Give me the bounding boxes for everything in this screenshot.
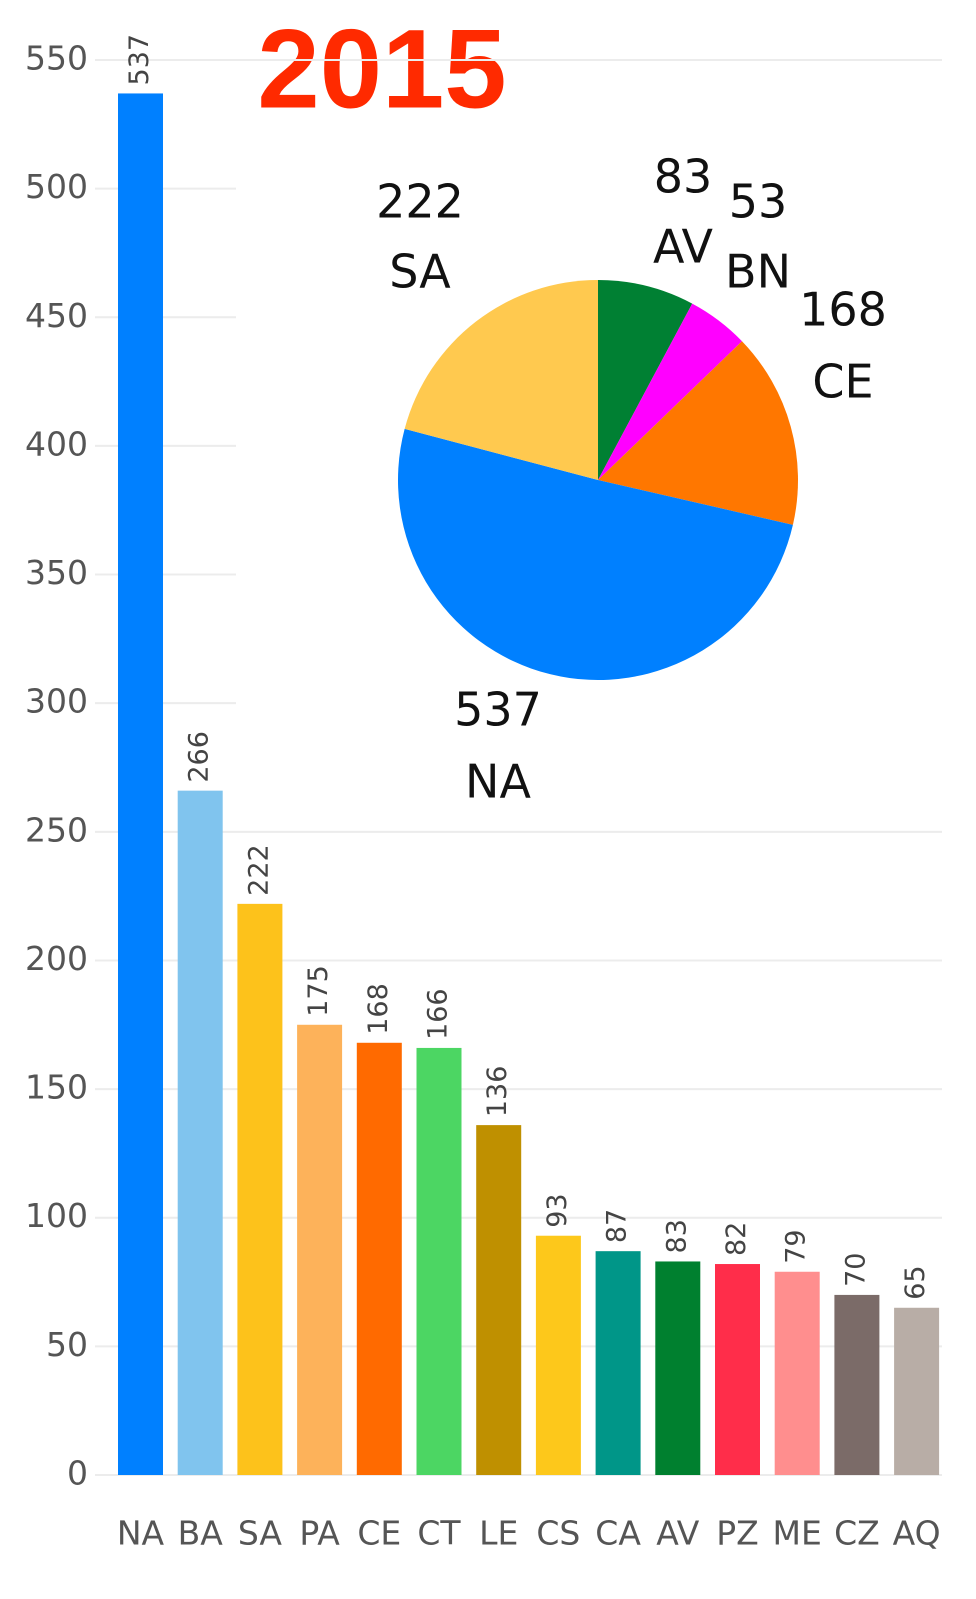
x-tick-label: SA: [238, 1514, 283, 1553]
bar: [118, 93, 163, 1476]
bar-value-label: 136: [482, 1066, 513, 1118]
pie-value-label: 222: [376, 175, 464, 229]
bar: [177, 790, 223, 1475]
bar-value-label: 175: [303, 965, 334, 1017]
bar: [476, 1125, 522, 1475]
y-tick-label: 150: [25, 1068, 88, 1107]
y-tick-label: 0: [67, 1454, 88, 1493]
bar-value-label: 537: [124, 34, 155, 86]
bar-value-label: 93: [542, 1193, 573, 1227]
chart-title: 2015: [257, 7, 506, 132]
bar: [834, 1294, 880, 1475]
pie-slice: [598, 341, 798, 525]
pie-value-label: 168: [799, 283, 887, 337]
bar-value-label: 222: [243, 844, 274, 896]
x-tick-label: CS: [536, 1514, 580, 1553]
bar-value-label: 166: [423, 988, 454, 1040]
x-tick-label: CT: [417, 1514, 461, 1553]
bar: [416, 1047, 462, 1475]
bar: [774, 1271, 820, 1475]
x-tick-label: ME: [773, 1514, 822, 1553]
x-tick-label: AV: [656, 1514, 699, 1553]
pie-value-label: 83: [654, 150, 713, 204]
bar: [715, 1264, 760, 1475]
y-tick-label: 250: [25, 810, 88, 849]
bar: [237, 903, 283, 1475]
bar-value-label: 168: [363, 983, 394, 1035]
y-tick-label: 550: [25, 39, 88, 78]
y-tick-label: 400: [25, 424, 88, 463]
pie-slice: [404, 280, 598, 480]
bar-value-label: 70: [840, 1253, 871, 1287]
y-tick-label: 300: [25, 682, 88, 721]
bar-value-label: 266: [184, 731, 215, 783]
pie-category-label: AV: [653, 220, 714, 274]
bar: [595, 1251, 641, 1475]
bar: [535, 1235, 581, 1475]
bar: [297, 1024, 343, 1475]
y-tick-label: 350: [25, 553, 88, 592]
pie-category-label: CE: [812, 355, 873, 409]
pie-category-label: SA: [389, 245, 451, 299]
y-tick-label: 100: [25, 1196, 88, 1235]
bar-value-label: 65: [900, 1265, 931, 1299]
bar: [356, 1042, 402, 1475]
pie-category-label: BN: [725, 245, 791, 299]
bar: [894, 1307, 940, 1475]
x-tick-label: CZ: [834, 1514, 880, 1553]
bar-value-label: 83: [661, 1219, 692, 1253]
bar-value-label: 87: [602, 1209, 633, 1243]
pie-slice: [398, 428, 793, 680]
bar: [655, 1261, 701, 1475]
pie-value-label: 537: [454, 683, 542, 737]
y-tick-label: 200: [25, 939, 88, 978]
x-tick-label: LE: [479, 1514, 518, 1553]
pie-value-label: 53: [729, 175, 788, 229]
x-tick-label: CE: [357, 1514, 401, 1553]
bar-value-label: 79: [781, 1229, 812, 1263]
y-tick-label: 500: [25, 167, 88, 206]
x-tick-label: PA: [299, 1514, 340, 1553]
y-tick-label: 450: [25, 296, 88, 335]
pie-slice: [598, 280, 693, 480]
y-tick-label: 50: [46, 1325, 88, 1364]
plot: 0 50 100 150 200 250 300 350 400 450 500 550 537 NA 26…: [25, 34, 948, 1553]
x-tick-label: AQ: [893, 1514, 941, 1553]
x-tick-label: BA: [178, 1514, 224, 1553]
x-tick-label: PZ: [716, 1514, 759, 1553]
x-tick-label: NA: [117, 1514, 165, 1553]
bar-value-label: 82: [721, 1222, 752, 1256]
x-tick-label: CA: [595, 1514, 641, 1553]
pie-category-label: NA: [465, 755, 531, 809]
pie-slice: [598, 303, 743, 480]
